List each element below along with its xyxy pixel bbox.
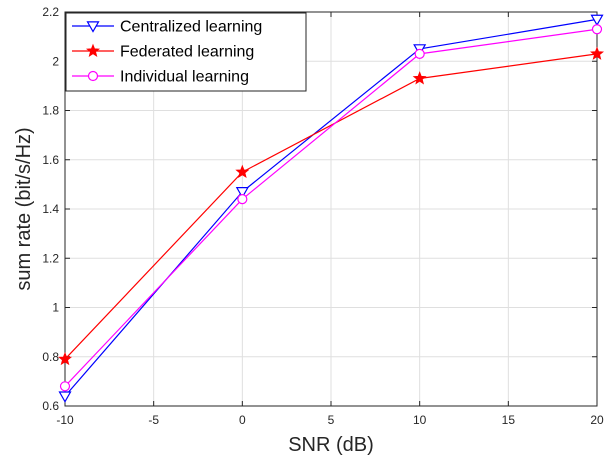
legend-marker [86, 21, 100, 33]
legend-label: Federated learning [120, 44, 254, 61]
x-tick-label: 10 [413, 413, 427, 427]
x-tick-label: 5 [328, 413, 335, 427]
y-tick-label: 1.8 [42, 104, 59, 118]
legend-marker [85, 43, 101, 57]
grid [64, 11, 598, 407]
series-layer [57, 14, 605, 403]
y-tick-label: 1.6 [42, 153, 59, 167]
legend: Centralized learning Federated learning In… [65, 12, 307, 92]
data-point [237, 194, 248, 205]
data-point [590, 14, 604, 27]
legend-entry: Centralized learning [72, 19, 262, 36]
y-tick-label: 1.4 [42, 202, 59, 216]
y-tick-label: 2 [52, 54, 59, 68]
y-axis-label: sum rate (bit/s/Hz) [13, 127, 35, 290]
series-2 [57, 46, 605, 366]
y-axis: 0.6 0.8 1 1.2 1.4 1.6 1.8 2 2.2 [42, 5, 597, 413]
data-point [235, 187, 249, 199]
data-point [589, 46, 605, 60]
data-point [412, 71, 427, 85]
legend-marker [87, 70, 99, 82]
data-point [59, 381, 71, 392]
legend-entry: Individual learning [72, 69, 249, 86]
y-tick-label: 0.8 [42, 350, 59, 364]
data-point [235, 164, 250, 179]
y-tick-label: 1.2 [42, 251, 59, 265]
data-point [58, 391, 72, 403]
data-point [57, 351, 73, 366]
x-tick-label: 0 [239, 413, 246, 427]
y-tick-label: 0.6 [42, 399, 59, 413]
y-tick-label: 2.2 [42, 5, 59, 19]
data-point [414, 48, 425, 59]
x-tick-label: -5 [148, 413, 159, 427]
series-line [64, 53, 598, 360]
legend-entry: Federated learning [72, 44, 254, 61]
y-tick-label: 1 [52, 301, 59, 315]
series-3 [59, 24, 603, 392]
data-point [591, 24, 603, 35]
x-tick-label: 15 [502, 413, 516, 427]
series-line [64, 28, 598, 387]
x-tick-label: 20 [590, 413, 604, 427]
x-axis-label: SNR (dB) [288, 434, 374, 456]
legend-label: Individual learning [120, 69, 249, 86]
legend-label: Centralized learning [120, 19, 262, 36]
x-tick-label: -10 [56, 413, 74, 427]
series-line [64, 18, 598, 397]
